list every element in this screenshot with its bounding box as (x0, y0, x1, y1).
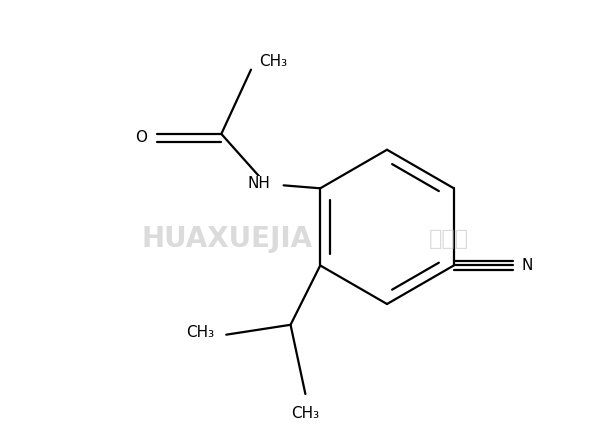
Text: CH₃: CH₃ (259, 54, 287, 69)
Text: CH₃: CH₃ (292, 406, 319, 421)
Text: 化学加: 化学加 (428, 229, 469, 249)
Text: N: N (521, 258, 532, 273)
Text: O: O (135, 130, 147, 145)
Text: HUAXUEJIA: HUAXUEJIA (142, 225, 313, 253)
Text: CH₃: CH₃ (186, 325, 214, 340)
Text: NH: NH (248, 176, 271, 191)
